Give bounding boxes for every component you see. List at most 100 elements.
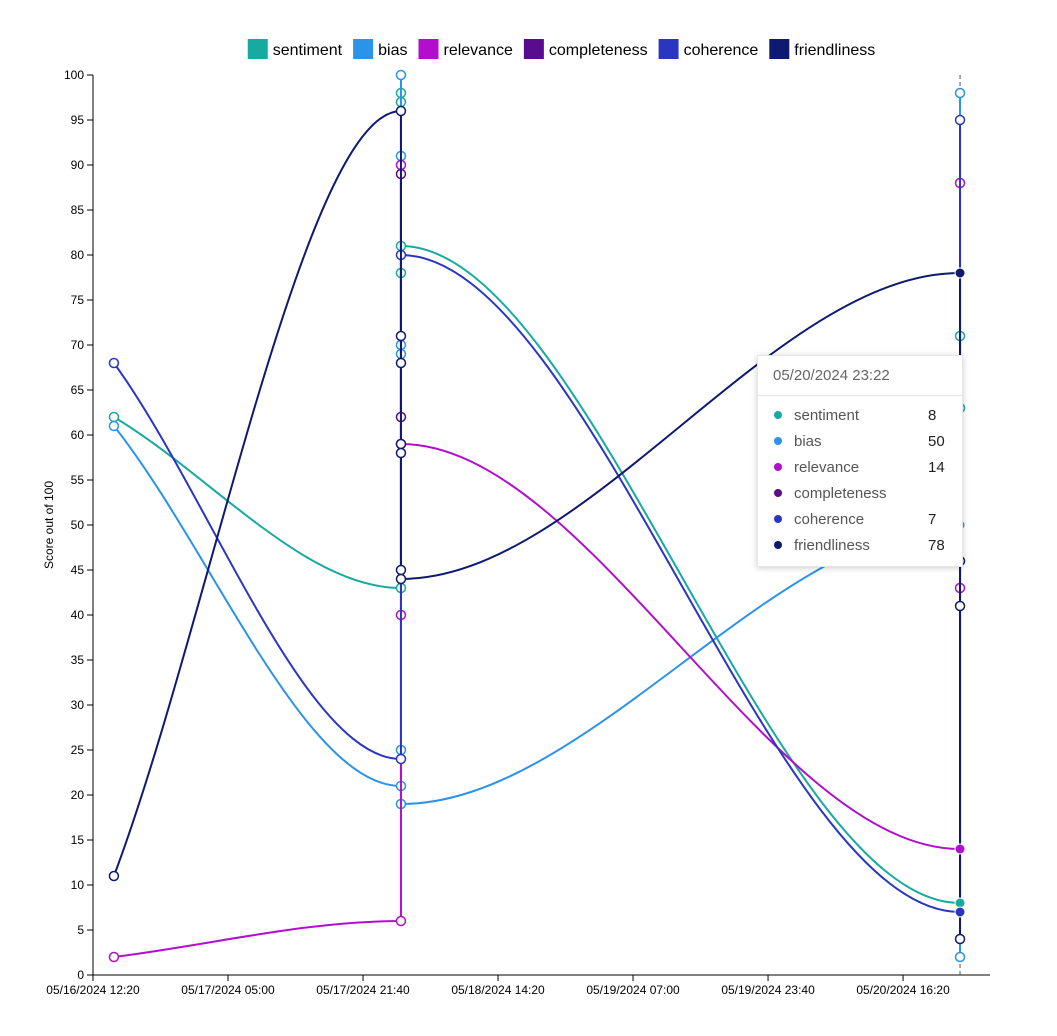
tooltip-name: completeness (794, 484, 887, 502)
series-line (113, 120, 962, 914)
legend-label: coherence (684, 42, 759, 59)
hover-point (954, 843, 966, 855)
x-tick-label: 05/17/2024 21:40 (316, 983, 410, 997)
legend-item: relevance (418, 39, 513, 59)
data-point (395, 753, 407, 765)
y-tick-label: 50 (71, 518, 85, 532)
tooltip-title: 05/20/2024 23:22 (758, 356, 962, 396)
tooltip-row: completeness (758, 480, 962, 506)
y-tick-label: 20 (71, 788, 85, 802)
data-point (108, 951, 120, 963)
tooltip-row: sentiment 8 (758, 402, 962, 428)
y-tick-label: 55 (71, 473, 85, 487)
y-tick-label: 25 (71, 743, 85, 757)
tooltip-name: coherence (794, 510, 865, 528)
x-tick-label: 05/16/2024 12:20 (46, 983, 140, 997)
tooltip-dot (774, 515, 782, 523)
data-point (108, 411, 120, 423)
y-tick-label: 0 (77, 968, 84, 982)
y-tick-label: 40 (71, 608, 85, 622)
data-point (108, 357, 120, 369)
tooltip-name: sentiment (794, 406, 860, 424)
tooltip-dot (774, 489, 782, 497)
legend-item: coherence (658, 39, 759, 59)
data-point (954, 600, 966, 612)
legend-item: sentiment (247, 39, 343, 59)
legend-swatch (247, 39, 268, 59)
legend-label: bias (378, 42, 407, 59)
legend-swatch (353, 39, 374, 59)
tooltip-dot (774, 437, 782, 445)
x-tick-label: 05/17/2024 05:00 (181, 983, 275, 997)
legend-item: bias (353, 39, 407, 59)
data-point (954, 951, 966, 963)
legend-label: friendliness (794, 42, 875, 59)
tooltip-value: 7 (928, 510, 937, 528)
y-tick-label: 80 (71, 248, 85, 262)
y-axis-label: Score out of 100 (42, 481, 56, 569)
y-tick-label: 45 (71, 563, 85, 577)
tooltip-name: relevance (794, 458, 860, 476)
data-point (395, 573, 407, 585)
tooltip-value: 50 (928, 432, 945, 450)
series-line (113, 93, 962, 905)
tooltip: 05/20/2024 23:22 sentiment 8 bias 50 relevan… (757, 355, 963, 567)
y-tick-label: 10 (71, 878, 85, 892)
tooltip-row: coherence 7 (758, 506, 962, 532)
x-tick-label: 05/20/2024 16:20 (856, 983, 950, 997)
data-point (954, 114, 966, 126)
y-tick-label: 90 (71, 158, 85, 172)
legend-swatch (769, 39, 790, 59)
y-tick-label: 100 (64, 68, 84, 82)
tooltip-value: 14 (928, 458, 945, 476)
series-line (113, 165, 962, 958)
hover-point (954, 267, 966, 279)
hover-point (954, 906, 966, 918)
data-point (395, 564, 407, 576)
y-tick-label: 75 (71, 293, 85, 307)
legend: sentiment bias relevance completeness cohere… (247, 39, 875, 59)
legend-label: relevance (443, 42, 512, 59)
tooltip-rows: sentiment 8 bias 50 relevance 14 completeness c… (758, 396, 962, 558)
y-tick-label: 95 (71, 113, 85, 127)
y-tick-label: 35 (71, 653, 85, 667)
y-tick-label: 70 (71, 338, 85, 352)
data-point (395, 357, 407, 369)
y-tick-label: 5 (77, 923, 84, 937)
data-point (395, 105, 407, 117)
y-tick-label: 30 (71, 698, 85, 712)
y-tick-label: 60 (71, 428, 85, 442)
data-point (108, 420, 120, 432)
data-point (395, 69, 407, 81)
data-point (395, 438, 407, 450)
x-tick-label: 05/18/2024 14:20 (451, 983, 545, 997)
tooltip-value: 78 (928, 536, 945, 554)
tooltip-row: friendliness 78 (758, 532, 962, 558)
legend-label: sentiment (273, 42, 343, 59)
legend-label: completeness (549, 42, 648, 59)
data-point (108, 870, 120, 882)
x-tick-label: 05/19/2024 23:40 (721, 983, 815, 997)
x-tick-label: 05/19/2024 07:00 (586, 983, 680, 997)
tooltip-value: 8 (928, 406, 937, 424)
data-point (954, 87, 966, 99)
tooltip-name: bias (794, 432, 822, 450)
tooltip-dot (774, 463, 782, 471)
legend-item: completeness (523, 39, 648, 59)
data-point (395, 447, 407, 459)
tooltip-row: bias 50 (758, 428, 962, 454)
legend-swatch (418, 39, 439, 59)
legend-swatch (658, 39, 679, 59)
tooltip-dot (774, 541, 782, 549)
y-tick-label: 65 (71, 383, 85, 397)
data-point (395, 915, 407, 927)
data-point (395, 330, 407, 342)
legend-item: friendliness (769, 39, 875, 59)
tooltip-name: friendliness (794, 536, 870, 554)
legend-swatch (523, 39, 544, 59)
y-tick-label: 15 (71, 833, 85, 847)
tooltip-dot (774, 411, 782, 419)
y-tick-label: 85 (71, 203, 85, 217)
